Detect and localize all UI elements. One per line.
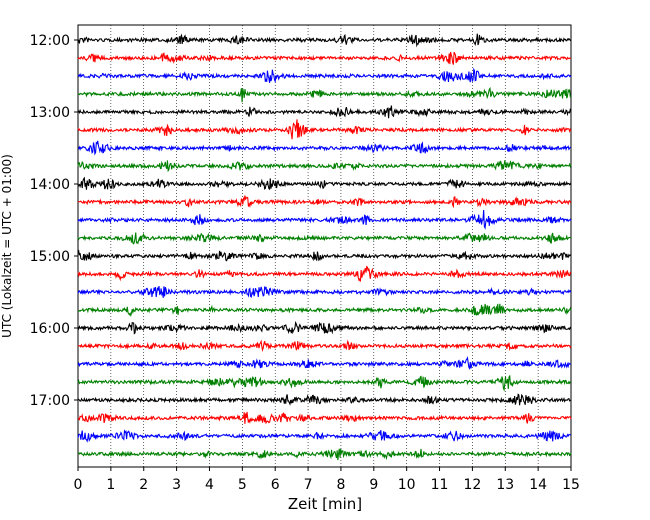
y-tick-label: 16:00 bbox=[30, 321, 70, 337]
x-tick-label: 13 bbox=[496, 477, 514, 493]
y-tick-label: 14:00 bbox=[30, 177, 70, 193]
trace-line bbox=[77, 249, 572, 262]
trace-line bbox=[77, 67, 572, 84]
x-tick-label: 10 bbox=[398, 477, 416, 493]
x-tick-label: 0 bbox=[74, 477, 83, 493]
x-axis-label: Zeit [min] bbox=[288, 495, 362, 513]
y-axis-label: UTC (Lokalzeit = UTC + 01:00) bbox=[0, 154, 14, 338]
x-tick-label: 3 bbox=[172, 477, 181, 493]
trace-line bbox=[77, 320, 572, 335]
plot-frame bbox=[77, 24, 572, 468]
trace-line bbox=[77, 160, 572, 173]
x-tick-label: 8 bbox=[336, 477, 345, 493]
y-tick-label: 17:00 bbox=[30, 393, 70, 409]
x-tick-label: 1 bbox=[106, 477, 115, 493]
x-tick-label: 11 bbox=[431, 477, 449, 493]
trace-line bbox=[77, 195, 572, 209]
y-axis-ticks: 12:00 13:00 14:00 15:00 16:00 17:00 bbox=[30, 33, 78, 409]
trace-line bbox=[77, 140, 572, 156]
trace-line bbox=[77, 429, 572, 443]
x-tick-label: 15 bbox=[562, 477, 580, 493]
trace-line bbox=[77, 356, 572, 371]
trace-line bbox=[77, 209, 572, 230]
x-tick-label: 6 bbox=[271, 477, 280, 493]
x-tick-label: 14 bbox=[529, 477, 547, 493]
x-tick-label: 9 bbox=[369, 477, 378, 493]
x-axis-ticks: 0 1 2 3 4 5 6 7 8 9 10 11 12 13 14 15 bbox=[74, 467, 580, 493]
trace-line bbox=[77, 411, 572, 425]
y-tick-label: 15:00 bbox=[30, 249, 70, 265]
trace-line bbox=[77, 51, 572, 65]
y-tick-label: 12:00 bbox=[30, 33, 70, 49]
trace-line bbox=[77, 232, 572, 245]
x-tick-label: 5 bbox=[238, 477, 247, 493]
trace-line bbox=[77, 339, 572, 353]
trace-line bbox=[77, 374, 572, 392]
x-tick-label: 7 bbox=[304, 477, 313, 493]
x-tick-label: 12 bbox=[463, 477, 481, 493]
trace-line bbox=[77, 303, 572, 318]
trace-lines bbox=[77, 33, 572, 461]
trace-line bbox=[77, 33, 572, 48]
trace-line bbox=[77, 119, 572, 140]
trace-line bbox=[77, 265, 572, 282]
y-tick-label: 13:00 bbox=[30, 105, 70, 121]
trace-line bbox=[77, 285, 572, 299]
x-tick-label: 2 bbox=[139, 477, 148, 493]
trace-line bbox=[77, 86, 572, 103]
trace-line bbox=[77, 105, 572, 119]
x-tick-label: 4 bbox=[205, 477, 214, 493]
trace-line bbox=[77, 448, 572, 461]
trace-line bbox=[77, 176, 572, 191]
trace-line bbox=[77, 393, 572, 406]
